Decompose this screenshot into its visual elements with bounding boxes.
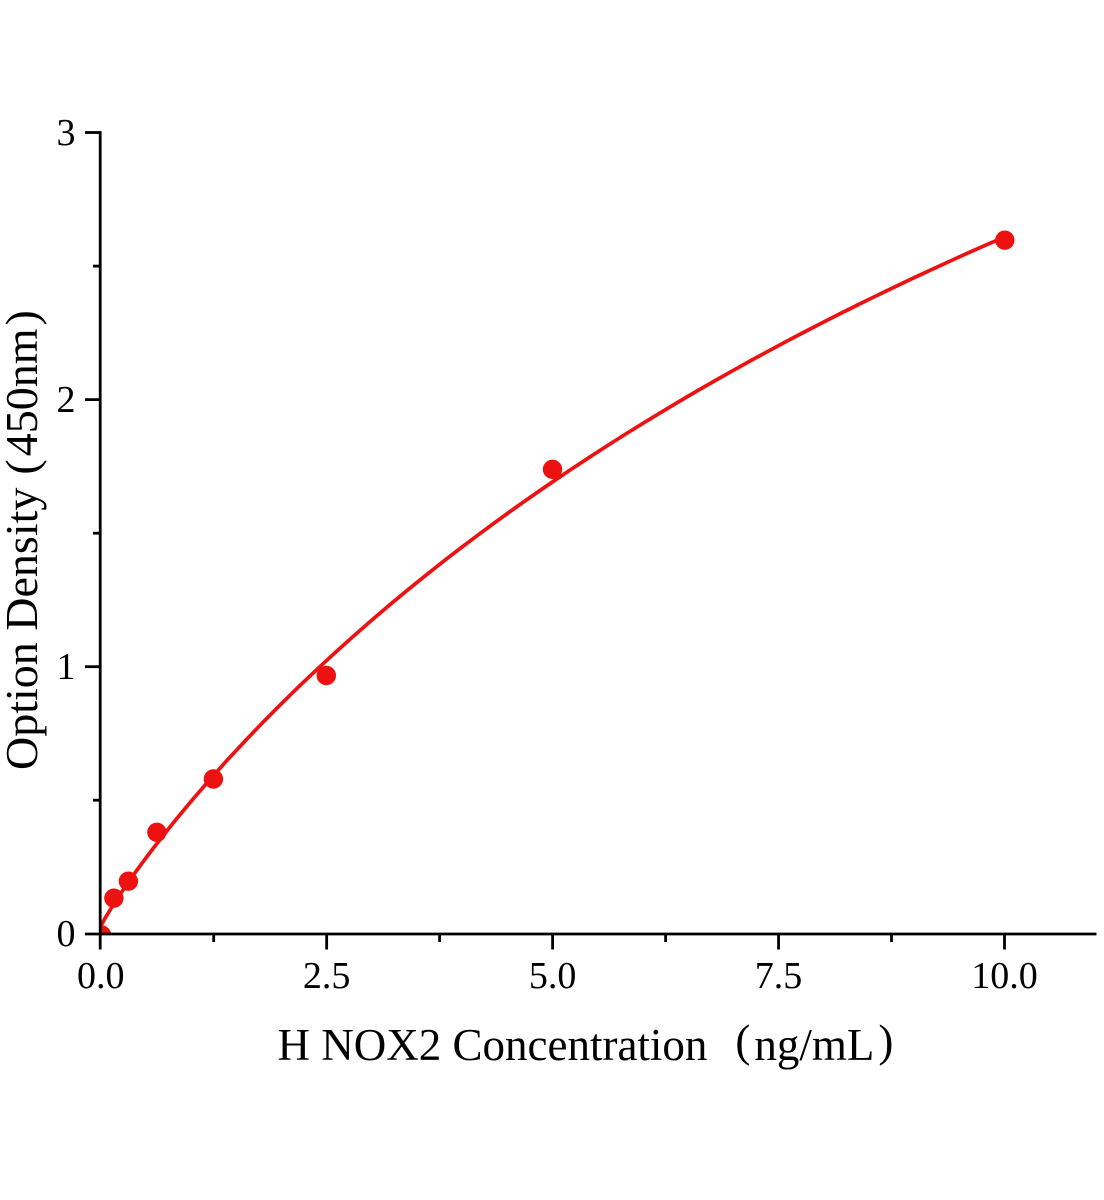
svg-text:0: 0 xyxy=(57,913,76,955)
svg-text:3: 3 xyxy=(57,112,76,154)
svg-text:5.0: 5.0 xyxy=(529,955,577,997)
svg-text:1: 1 xyxy=(57,646,76,688)
svg-text:0.0: 0.0 xyxy=(77,955,125,997)
svg-text:Option Density(450nm): Option Density(450nm) xyxy=(0,310,47,770)
svg-text:2.5: 2.5 xyxy=(303,955,351,997)
svg-text:2: 2 xyxy=(57,379,76,421)
svg-text:10.0: 10.0 xyxy=(971,955,1038,997)
svg-text:7.5: 7.5 xyxy=(755,955,803,997)
svg-text:H NOX2 Concentration(ng/mL): H NOX2 Concentration (ng/mL) xyxy=(278,1016,894,1070)
